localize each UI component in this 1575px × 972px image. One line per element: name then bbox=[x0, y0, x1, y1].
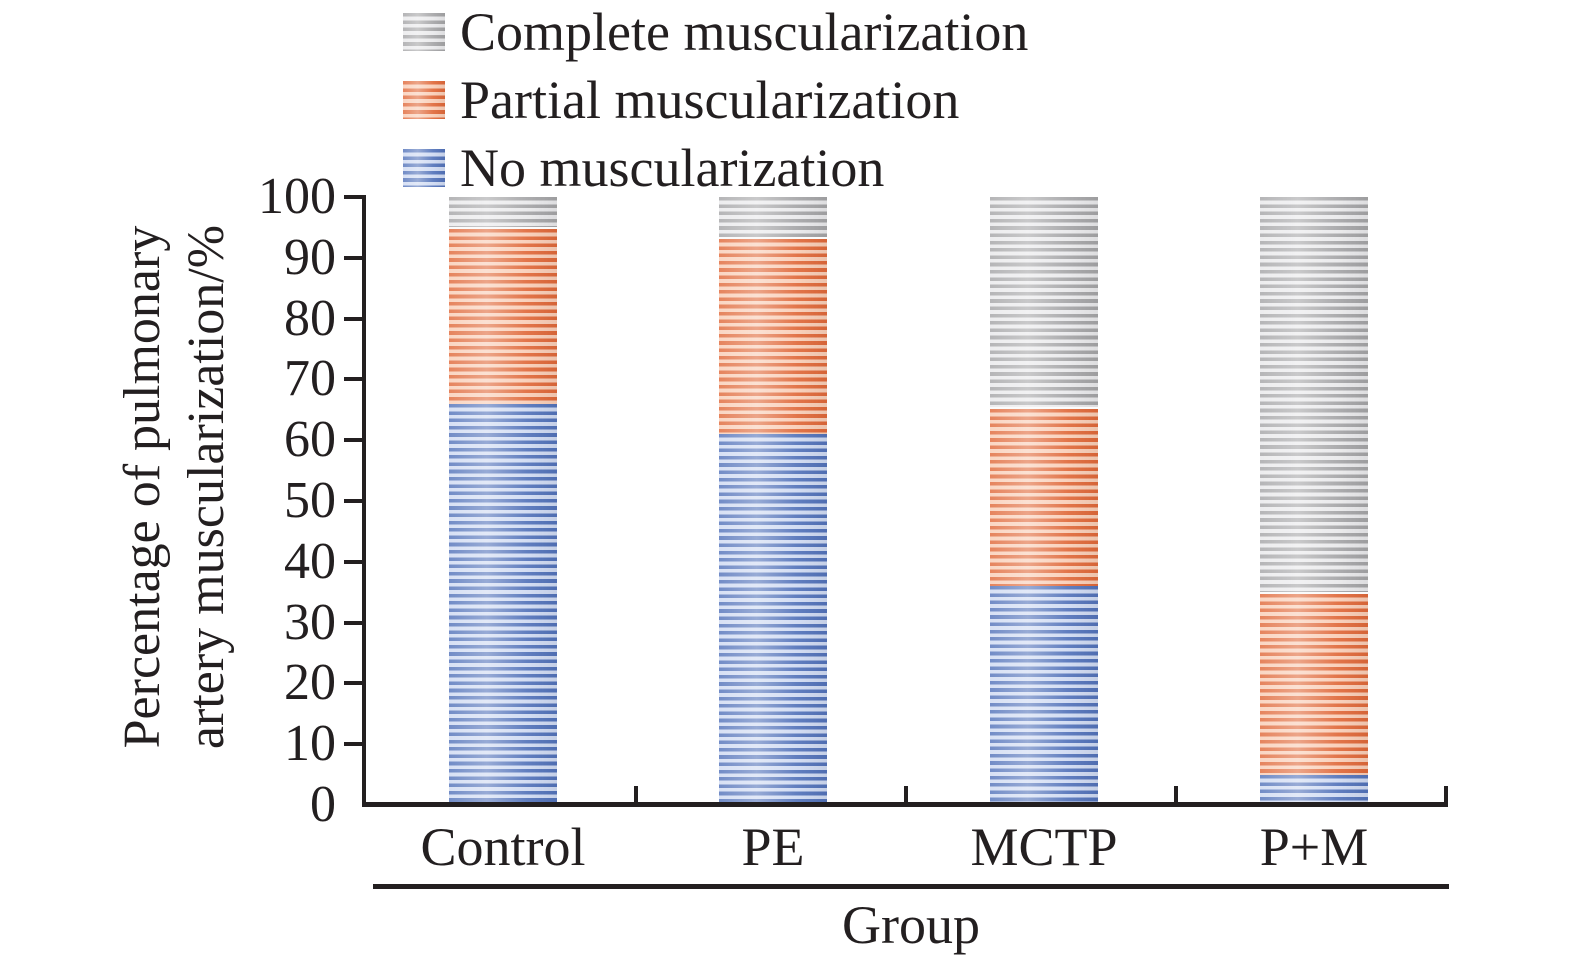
y-tick-mark bbox=[344, 316, 362, 321]
legend-swatch-partial bbox=[403, 81, 445, 119]
bar-segment-complete bbox=[449, 197, 557, 228]
bar-control bbox=[449, 197, 557, 805]
bar-segment-partial bbox=[719, 236, 827, 435]
legend-swatch-complete bbox=[403, 13, 445, 51]
x-boundary-tick bbox=[1174, 786, 1178, 802]
bar-segment-partial bbox=[1260, 592, 1368, 775]
y-tick-mark bbox=[344, 681, 362, 686]
y-tick-label: 10 bbox=[284, 715, 336, 773]
bar-segment-no bbox=[990, 586, 1098, 805]
bar-segment-complete bbox=[1260, 197, 1368, 593]
x-axis-title: Group bbox=[842, 895, 980, 955]
x-tick-label: PE bbox=[741, 817, 805, 877]
y-tick-mark bbox=[344, 255, 362, 260]
legend-swatch-no bbox=[403, 149, 445, 187]
bar-segment-complete bbox=[990, 197, 1098, 407]
bar-segment-no bbox=[719, 434, 827, 805]
legend-item: No muscularization bbox=[403, 138, 1028, 198]
y-tick-mark bbox=[344, 742, 362, 747]
bar-segment-complete bbox=[719, 197, 827, 237]
y-tick-mark bbox=[344, 377, 362, 382]
legend-label: No muscularization bbox=[460, 138, 885, 198]
y-tick-mark bbox=[344, 438, 362, 443]
x-tick-label: Control bbox=[420, 817, 586, 877]
x-boundary-tick bbox=[634, 786, 638, 802]
y-tick-mark bbox=[344, 195, 362, 199]
legend-label: Complete muscularization bbox=[460, 2, 1029, 62]
y-tick-label: 0 bbox=[310, 776, 336, 833]
y-tick-label: 40 bbox=[284, 532, 336, 590]
legend: Complete muscularization Partial muscular… bbox=[403, 2, 1029, 210]
y-tick-mark bbox=[344, 620, 362, 625]
x-boundary-tick bbox=[904, 786, 908, 802]
bar-segment-no bbox=[449, 403, 557, 805]
bar-pe bbox=[719, 197, 827, 805]
bar-p-m bbox=[1260, 197, 1368, 805]
y-axis-title-line-1: Percentage of pulmonary bbox=[114, 225, 171, 749]
y-tick-label: 80 bbox=[284, 289, 336, 347]
y-tick-label: 50 bbox=[284, 472, 336, 529]
bar-mctp bbox=[990, 197, 1098, 805]
y-tick-mark bbox=[344, 559, 362, 564]
x-axis-group-rule bbox=[373, 884, 1449, 889]
bar-segment-no bbox=[1260, 774, 1368, 805]
x-boundary-tick bbox=[1444, 786, 1448, 802]
legend-label: Partial muscularization bbox=[460, 70, 960, 130]
bar-segment-partial bbox=[990, 406, 1098, 587]
x-tick-label: MCTP bbox=[970, 817, 1118, 877]
legend-item: Partial muscularization bbox=[403, 70, 1028, 130]
y-tick-label: 30 bbox=[284, 593, 336, 651]
y-tick-label: 70 bbox=[284, 350, 336, 408]
y-tick-label: 60 bbox=[284, 411, 336, 469]
bar-segment-partial bbox=[449, 227, 557, 404]
y-tick-label: 90 bbox=[284, 228, 336, 286]
x-axis-line bbox=[362, 802, 1448, 807]
x-tick-label: P+M bbox=[1259, 817, 1369, 877]
y-tick-label: 20 bbox=[284, 654, 336, 712]
legend-item: Complete muscularization bbox=[403, 2, 1029, 62]
y-axis-spine bbox=[362, 195, 366, 807]
y-tick-mark bbox=[344, 499, 362, 503]
y-tick-label: 100 bbox=[258, 168, 336, 225]
